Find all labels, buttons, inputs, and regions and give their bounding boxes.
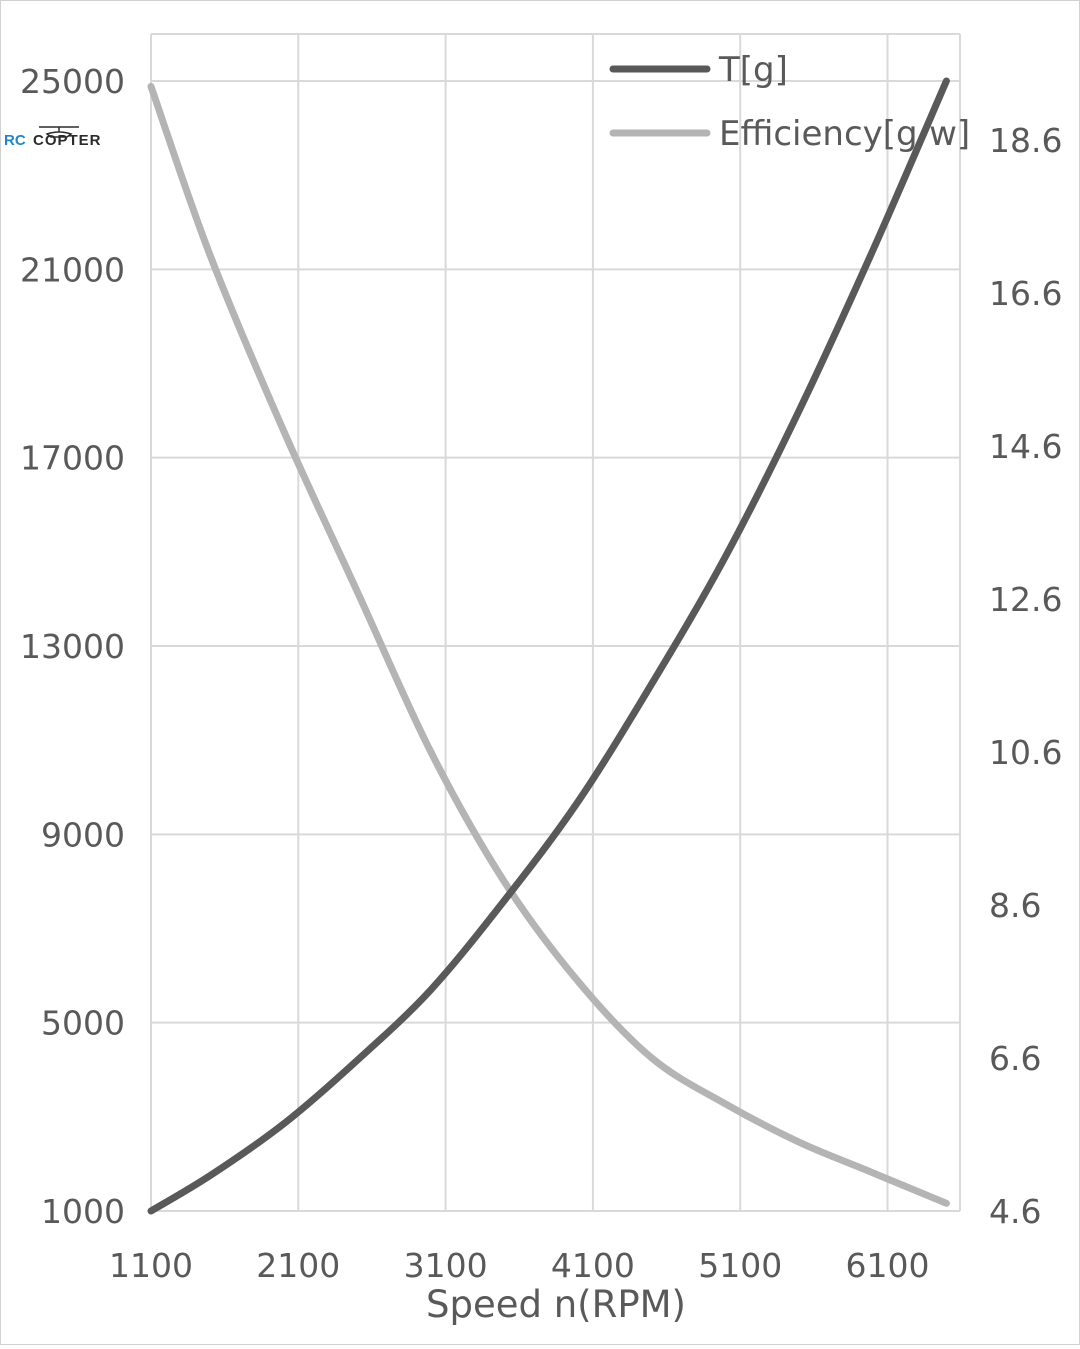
grid-lines bbox=[150, 33, 961, 1212]
logo-text-rc: RC bbox=[4, 132, 26, 149]
x-tick-label: 6100 bbox=[846, 1246, 930, 1285]
helicopter-icon bbox=[39, 126, 79, 138]
rc-copter-logo: RC COPTER bbox=[4, 126, 102, 149]
logo-text-copter: COPTER bbox=[33, 132, 102, 149]
y2-tick-label: 8.6 bbox=[989, 886, 1041, 925]
x-tick-label: 3100 bbox=[404, 1246, 488, 1285]
y-axis-left: 1000 5000 9000 13000 17000 21000 25000 bbox=[20, 62, 125, 1231]
y2-tick-label: 12.6 bbox=[989, 580, 1062, 619]
y2-tick-label: 18.6 bbox=[989, 121, 1062, 160]
x-tick-label: 4100 bbox=[551, 1246, 635, 1285]
y-tick-label: 21000 bbox=[20, 250, 125, 289]
y-tick-label: 25000 bbox=[20, 62, 125, 101]
y2-tick-label: 4.6 bbox=[989, 1192, 1041, 1231]
x-axis-title: Speed n(RPM) bbox=[426, 1283, 686, 1326]
y2-tick-label: 10.6 bbox=[989, 733, 1062, 772]
y-axis-right: 4.6 6.6 8.6 10.6 12.6 14.6 16.6 18.6 bbox=[989, 121, 1062, 1231]
legend-label-efficiency: Efficiency[g/w] bbox=[719, 114, 970, 154]
y-tick-label: 1000 bbox=[41, 1192, 125, 1231]
y2-tick-label: 16.6 bbox=[989, 274, 1062, 313]
x-tick-label: 1100 bbox=[109, 1246, 193, 1285]
y-tick-label: 17000 bbox=[20, 439, 125, 478]
legend-label-thrust: T[g] bbox=[718, 50, 788, 90]
x-axis: 1100 2100 3100 4100 5100 6100 bbox=[109, 1246, 929, 1285]
series-layer bbox=[147, 77, 950, 1215]
series-line-efficiency bbox=[147, 82, 950, 1207]
y-tick-label: 9000 bbox=[41, 815, 125, 854]
series-line-thrust bbox=[147, 77, 950, 1215]
x-tick-label: 2100 bbox=[256, 1246, 340, 1285]
x-tick-label: 5100 bbox=[698, 1246, 782, 1285]
y2-tick-label: 14.6 bbox=[989, 427, 1062, 466]
y2-tick-label: 6.6 bbox=[989, 1039, 1041, 1078]
y-tick-label: 13000 bbox=[20, 627, 125, 666]
legend: T[g] Efficiency[g/w] bbox=[609, 50, 970, 154]
y-tick-label: 5000 bbox=[41, 1004, 125, 1043]
